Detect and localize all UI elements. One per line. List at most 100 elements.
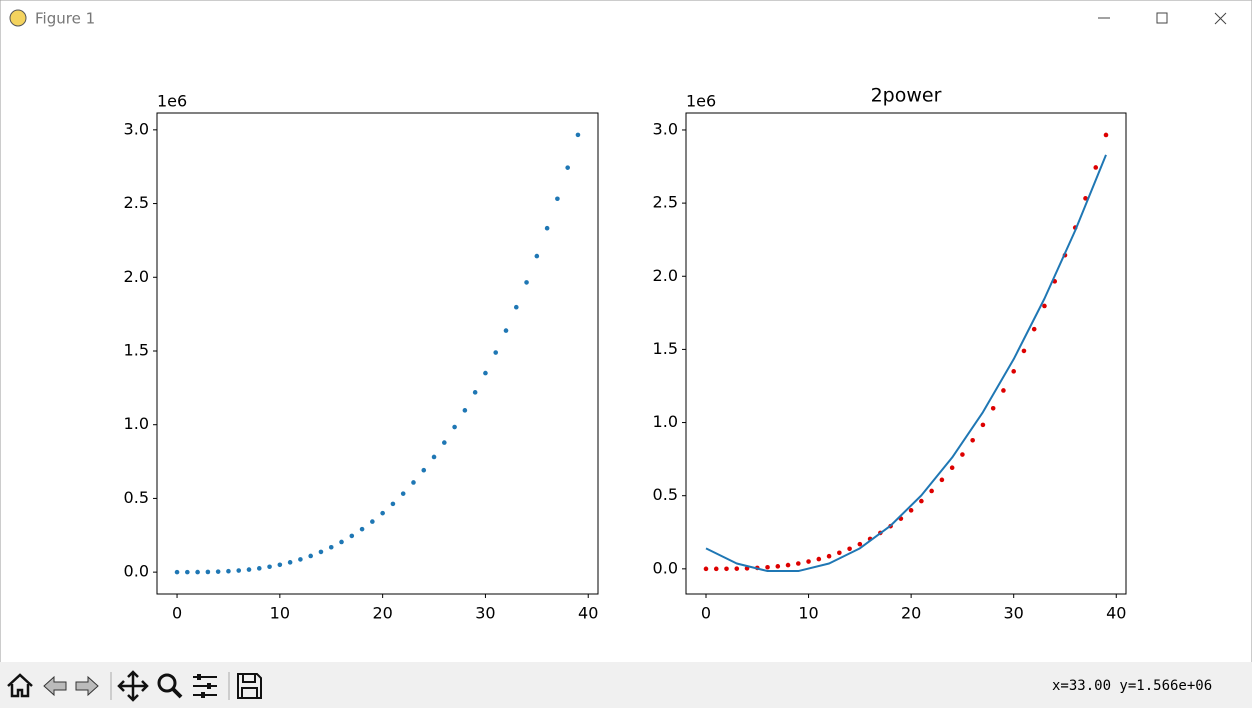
axes-frame [156,112,599,595]
data-point [400,491,406,496]
forward-button[interactable] [75,675,99,697]
data-point [1103,132,1109,138]
x-tick-label: 40 [578,604,598,623]
data-point [565,165,570,170]
data-point [503,328,509,333]
data-point [452,424,457,430]
data-point [544,225,550,231]
zoom-button[interactable] [157,673,177,693]
data-point [796,561,801,566]
data-point [980,422,986,428]
data-point [287,560,293,565]
close-button[interactable] [1214,12,1227,25]
y-tick-label: 3.0 [653,119,678,138]
data-point [990,405,996,411]
data-point [949,465,955,471]
data-point [298,557,303,562]
axes: 0 10 20 30 40 0.0 0.5 1.0 1.5 2.0 2.5 3.0 1e6 2power [653,85,1127,623]
cursor-status: x=33.00 y=1.566e+06 [1052,678,1212,694]
x-tick-label: 30 [475,604,495,623]
data-point [267,564,272,570]
window-title: Figure 1 [35,10,95,28]
data-point [359,526,365,532]
data-point [472,390,478,395]
data-point [195,569,200,575]
data-point [174,569,180,575]
data-point [205,569,211,575]
data-point [462,408,468,413]
data-point [339,539,344,545]
data-point [857,541,863,547]
axes-title: 2power [871,85,942,107]
y-tick-label: 2.0 [653,266,678,285]
data-point [703,566,709,572]
data-point [328,544,334,550]
data-point [380,510,385,516]
x-tick-label: 0 [172,604,182,623]
y-tick-label: 0.5 [653,485,678,504]
fit-line [705,154,1107,573]
data-point [431,454,437,460]
data-point [370,519,375,524]
data-point [1001,388,1006,393]
data-point [1042,303,1047,309]
data-point [185,569,190,575]
data-point [960,452,965,457]
y-tick-label: 3.0 [124,119,149,138]
x-tick-label: 0 [701,604,711,623]
data-point [1021,348,1027,354]
x-tick-label: 30 [1004,604,1024,623]
y-tick-label: 2.5 [653,193,678,212]
save-button[interactable] [237,673,262,699]
x-tick-label: 40 [1106,604,1126,623]
pan-button[interactable] [117,670,149,702]
x-tick-label: 20 [372,604,392,623]
maximize-button[interactable] [1156,12,1168,24]
data-point [1083,196,1088,201]
data-point [513,304,519,310]
y-tick-label: 1.5 [124,340,149,359]
data-point [785,562,791,568]
data-point [765,564,770,570]
figure: 0 10 20 30 40 0.0 0.5 1.0 1.5 2.0 2.5 3.0 1e6 0 10 20 30… [124,85,1127,623]
data-point [970,437,975,443]
y-offset-label: 1e6 [157,92,187,111]
data-point [713,566,719,572]
data-point [483,370,488,376]
y-offset-label: 1e6 [686,92,716,111]
y-tick-label: 0.0 [124,562,149,581]
data-point [908,508,914,513]
configure-sliders [197,674,211,698]
x-tick-label: 10 [798,604,818,623]
data-point [847,546,852,552]
data-point [575,132,581,138]
data-point [734,566,740,571]
data-point [826,553,832,559]
data-point [1031,326,1037,332]
y-tick-label: 2.0 [124,267,149,286]
data-point [318,549,324,555]
back-button[interactable] [43,675,67,697]
data-point [724,566,729,572]
app-icon [9,9,27,27]
data-point [215,569,221,574]
toolbar: x=33.00 y=1.566e+06 [0,662,1252,708]
y-tick-label: 2.5 [124,193,149,212]
data-point [236,568,242,573]
data-point [442,440,447,445]
data-point [775,564,781,569]
y-tick-label: 1.5 [653,339,678,358]
data-point [1093,165,1099,170]
axes-frame [685,112,1127,595]
y-tick-label: 0.0 [653,558,678,577]
data-point [524,280,529,285]
data-point [555,196,560,202]
data-point [1011,369,1016,374]
data-point [246,567,252,572]
data-point [256,566,262,571]
data-point [939,477,945,483]
home-button[interactable] [7,673,33,698]
data-point [277,562,283,568]
data-point [390,501,396,507]
y-tick-label: 1.0 [124,414,149,433]
